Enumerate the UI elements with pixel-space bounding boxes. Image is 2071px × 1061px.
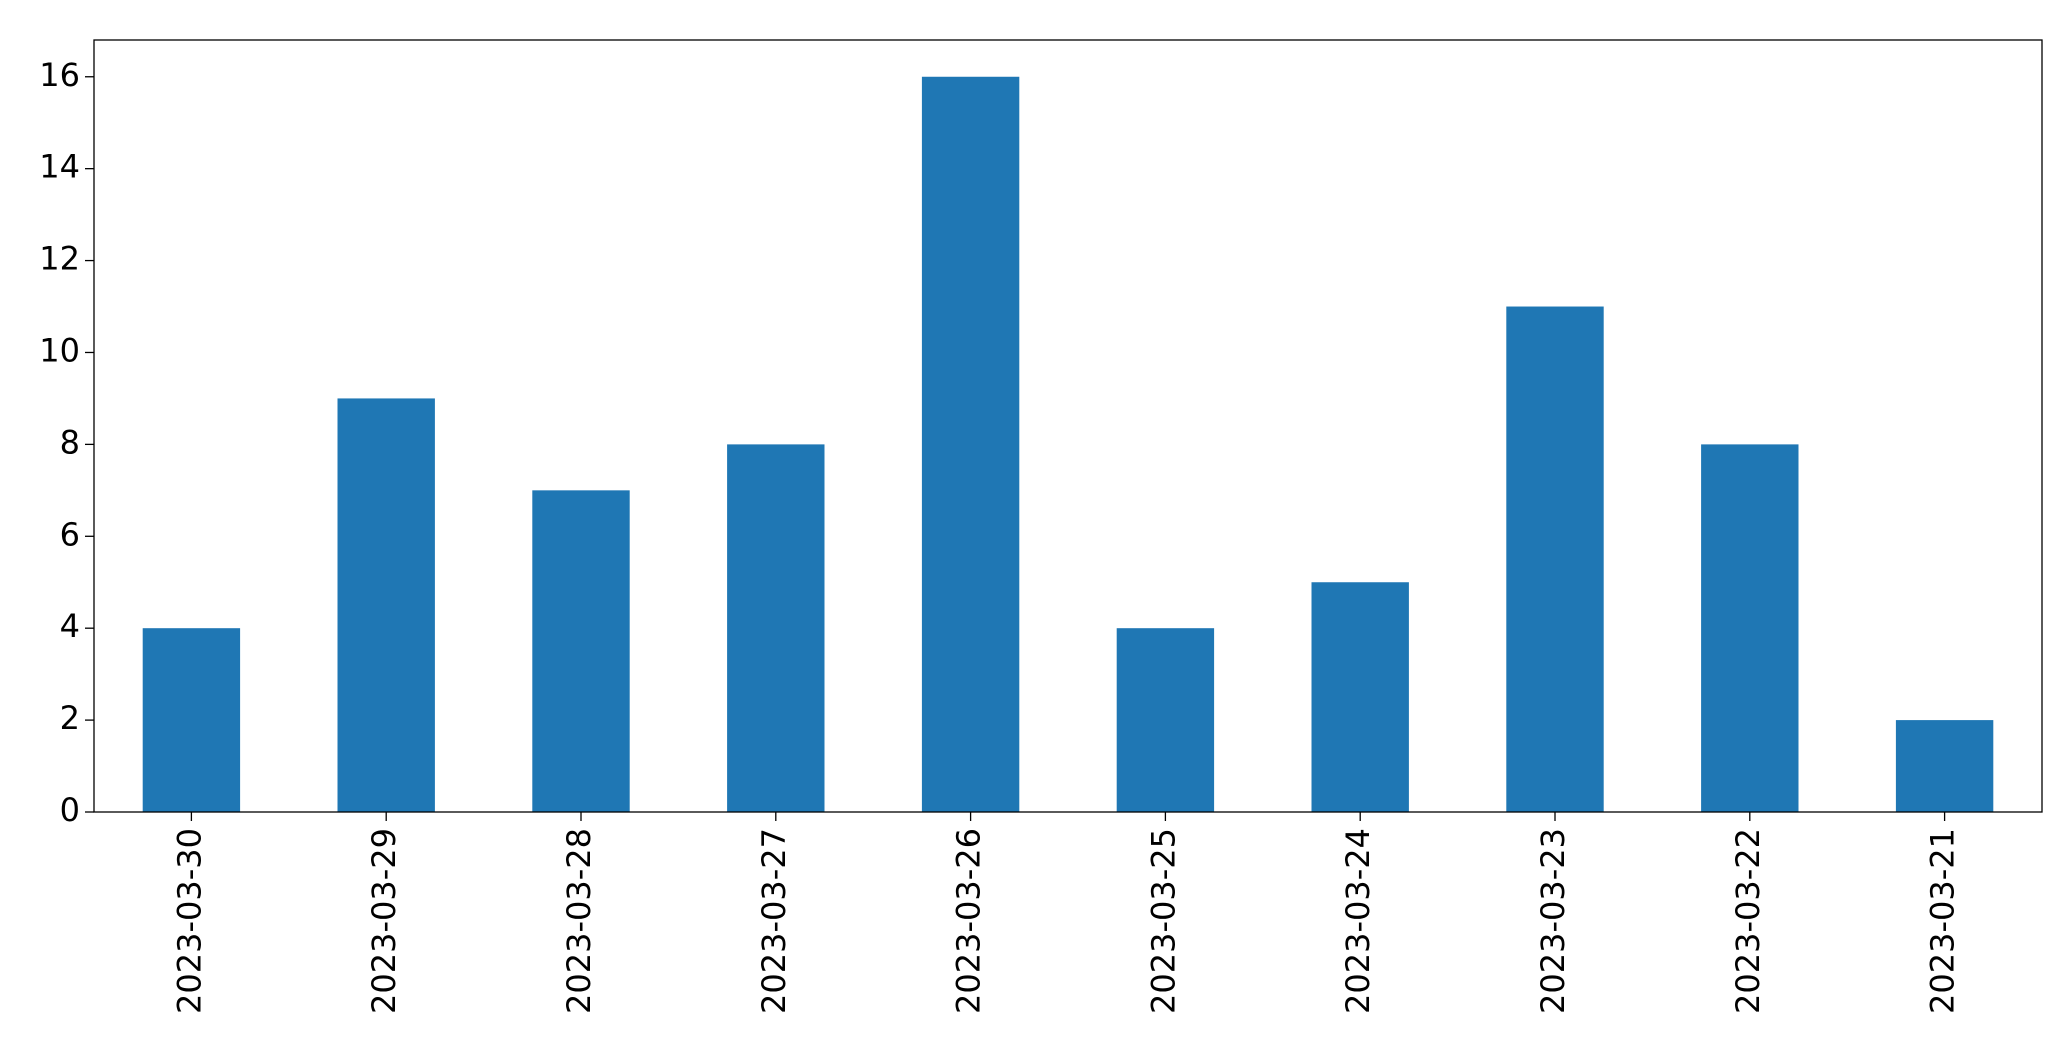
x-tick-label: 2023-03-30 <box>170 828 208 1014</box>
x-tick-label: 2023-03-26 <box>950 828 988 1014</box>
y-tick-label: 8 <box>60 423 80 461</box>
plot-frame <box>93 39 2043 813</box>
y-tick-label: 12 <box>39 240 80 278</box>
x-tick-label: 2023-03-29 <box>365 828 403 1014</box>
bar <box>727 444 825 812</box>
bar <box>1311 582 1409 812</box>
y-tick-label: 0 <box>60 791 80 829</box>
bar <box>921 76 1020 812</box>
x-tick-label: 2023-03-24 <box>1339 828 1377 1014</box>
bar <box>337 398 435 812</box>
x-tick-label: 2023-03-21 <box>1924 828 1962 1014</box>
y-tick-label: 4 <box>60 607 80 645</box>
bar <box>1116 628 1215 812</box>
x-tick-label: 2023-03-28 <box>560 828 598 1014</box>
bar <box>1506 306 1604 812</box>
bar <box>532 490 630 812</box>
y-tick-label: 2 <box>60 699 80 737</box>
x-tick-label: 2023-03-22 <box>1729 828 1767 1014</box>
bar <box>1701 444 1799 812</box>
y-tick-label: 10 <box>39 331 80 369</box>
bar <box>142 628 241 812</box>
x-tick-label: 2023-03-23 <box>1534 828 1572 1014</box>
x-tick-label: 2023-03-27 <box>755 828 793 1014</box>
y-tick-label: 14 <box>39 148 80 186</box>
y-tick-label: 6 <box>60 515 80 553</box>
x-tick-label: 2023-03-25 <box>1144 828 1182 1014</box>
bar <box>1895 720 1994 812</box>
y-tick-label: 16 <box>39 56 80 94</box>
